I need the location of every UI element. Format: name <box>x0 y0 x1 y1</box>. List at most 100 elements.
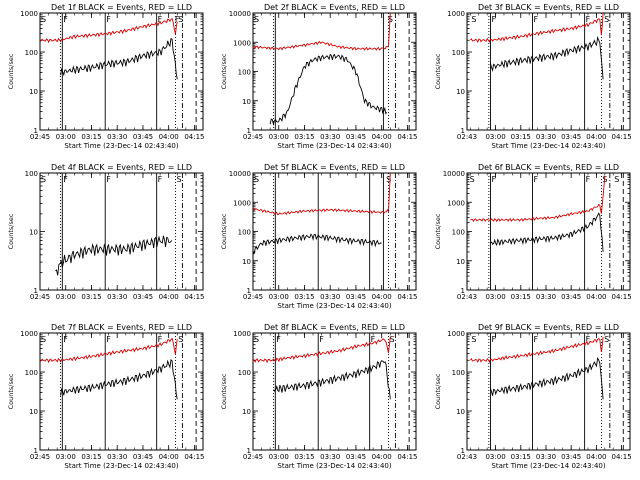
marker-f: F <box>158 335 163 344</box>
x-tick-label: 02:45 <box>243 453 263 461</box>
marker-s: S <box>390 335 395 344</box>
marker-f: F <box>371 335 376 344</box>
marker-f: F <box>63 15 68 24</box>
x-tick-label: 04:00 <box>586 133 606 141</box>
y-tick-label: 1000 <box>20 330 38 338</box>
marker-f: F <box>63 175 68 184</box>
y-tick-label: 1000 <box>233 39 251 47</box>
marker-s: S <box>254 175 259 184</box>
x-axis-label: Start Time (23-Dec-14 02:43:40) <box>277 142 391 150</box>
marker-s: S <box>602 175 607 184</box>
marker-s: S <box>41 175 46 184</box>
x-tick-label: 03:45 <box>133 293 153 301</box>
series-lld-line <box>253 336 391 364</box>
y-tick-label: 10 <box>456 408 465 416</box>
y-axis-label: Counts/sec <box>434 53 442 89</box>
x-tick-label: 04:00 <box>159 453 179 461</box>
y-tick-label: 1000 <box>447 199 465 207</box>
series-events-line <box>269 53 388 126</box>
series-events-line <box>490 212 604 252</box>
plot-frame <box>39 12 204 131</box>
x-tick-label: 03:45 <box>561 453 581 461</box>
marker-f: F <box>534 175 539 184</box>
x-tick-label: 04:00 <box>586 453 606 461</box>
x-tick-label: 03:30 <box>107 133 127 141</box>
marker-f: F <box>106 175 111 184</box>
x-tick-label: 02:45 <box>30 133 50 141</box>
series-lld-line <box>253 13 391 51</box>
marker-f: F <box>158 15 163 24</box>
x-tick-label: 03:15 <box>81 453 101 461</box>
marker-s: S <box>41 335 46 344</box>
plot-frame <box>466 172 631 291</box>
panel-det-7: Det 7f BLACK = Events, RED = LLD 1 10 100 10… <box>7 323 205 470</box>
x-tick-label: 04:15 <box>184 293 204 301</box>
y-axis-label: Counts/sec <box>7 373 15 409</box>
x-tick-label: 03:15 <box>294 293 314 301</box>
panel-det-3: Det 3f BLACK = Events, RED = LLD 1 10 100 10… <box>434 3 632 150</box>
panel-title: Det 6f BLACK = Events, RED = LLD <box>478 163 619 172</box>
series-lld-line <box>40 337 178 364</box>
y-tick-label: 1000 <box>20 10 38 18</box>
x-tick-label: 03:00 <box>269 453 289 461</box>
x-tick-label: 03:00 <box>269 133 289 141</box>
y-axis-label: Counts/sec <box>220 373 228 409</box>
x-tick-label: 03:30 <box>107 453 127 461</box>
x-tick-label: 02:43 <box>457 133 477 141</box>
x-tick-label: 03:30 <box>536 453 556 461</box>
marker-f: F <box>319 335 324 344</box>
x-tick-label: 04:15 <box>612 453 632 461</box>
y-tick-label: 100 <box>25 170 38 178</box>
marker-s: S <box>614 175 619 184</box>
x-tick-label: 04:00 <box>159 133 179 141</box>
marker-s: S <box>471 15 476 24</box>
x-tick-label: 03:00 <box>56 453 76 461</box>
marker-s: S <box>470 175 475 184</box>
series-lld-line <box>253 173 391 216</box>
marker-f: F <box>586 15 591 24</box>
x-tick-label: 03:45 <box>346 293 366 301</box>
plot-frame <box>252 12 417 131</box>
x-tick-label: 03:15 <box>81 293 101 301</box>
marker-s: S <box>604 335 609 344</box>
y-tick-label: 10000 <box>229 170 251 178</box>
x-tick-label: 04:00 <box>372 453 392 461</box>
x-tick-label: 04:00 <box>372 293 392 301</box>
marker-f: F <box>492 175 497 184</box>
y-tick-label: 1 <box>461 287 465 295</box>
marker-f: F <box>158 175 163 184</box>
y-axis-label: Counts/sec <box>220 213 228 249</box>
y-tick-label: 10000 <box>443 170 465 178</box>
y-tick-label: 1000 <box>447 10 465 18</box>
x-tick-label: 03:30 <box>320 293 340 301</box>
marker-s: S <box>254 15 259 24</box>
x-tick-label: 04:15 <box>184 453 204 461</box>
y-tick-label: 100 <box>452 49 465 57</box>
marker-s: S <box>254 335 259 344</box>
x-tick-label: 03:45 <box>561 133 581 141</box>
marker-f: F <box>534 335 539 344</box>
series-events-line <box>490 35 604 80</box>
panel-title: Det 2f BLACK = Events, RED = LLD <box>264 3 405 12</box>
series-events-line <box>490 357 604 400</box>
marker-s: S <box>178 15 183 24</box>
y-tick-label: 10000 <box>229 10 251 18</box>
x-tick-label: 03:15 <box>294 133 314 141</box>
panel-title: Det 8f BLACK = Events, RED = LLD <box>264 323 405 332</box>
x-tick-label: 02:45 <box>243 293 263 301</box>
x-tick-label: 03:15 <box>511 453 531 461</box>
y-tick-label: 10 <box>242 408 251 416</box>
marker-f: F <box>586 335 591 344</box>
y-tick-label: 100 <box>452 229 465 237</box>
y-tick-label: 10 <box>456 258 465 266</box>
marker-s: S <box>178 335 183 344</box>
x-tick-label: 03:45 <box>346 453 366 461</box>
series-events-line <box>60 359 178 400</box>
x-tick-label: 03:30 <box>320 453 340 461</box>
panel-det-1: Det 1f BLACK = Events, RED = LLD 1 10 100 10… <box>7 3 205 150</box>
marker-f: F <box>106 15 111 24</box>
x-tick-label: 03:30 <box>107 293 127 301</box>
y-axis-label: Counts/sec <box>434 213 442 249</box>
x-tick-label: 02:43 <box>457 293 477 301</box>
